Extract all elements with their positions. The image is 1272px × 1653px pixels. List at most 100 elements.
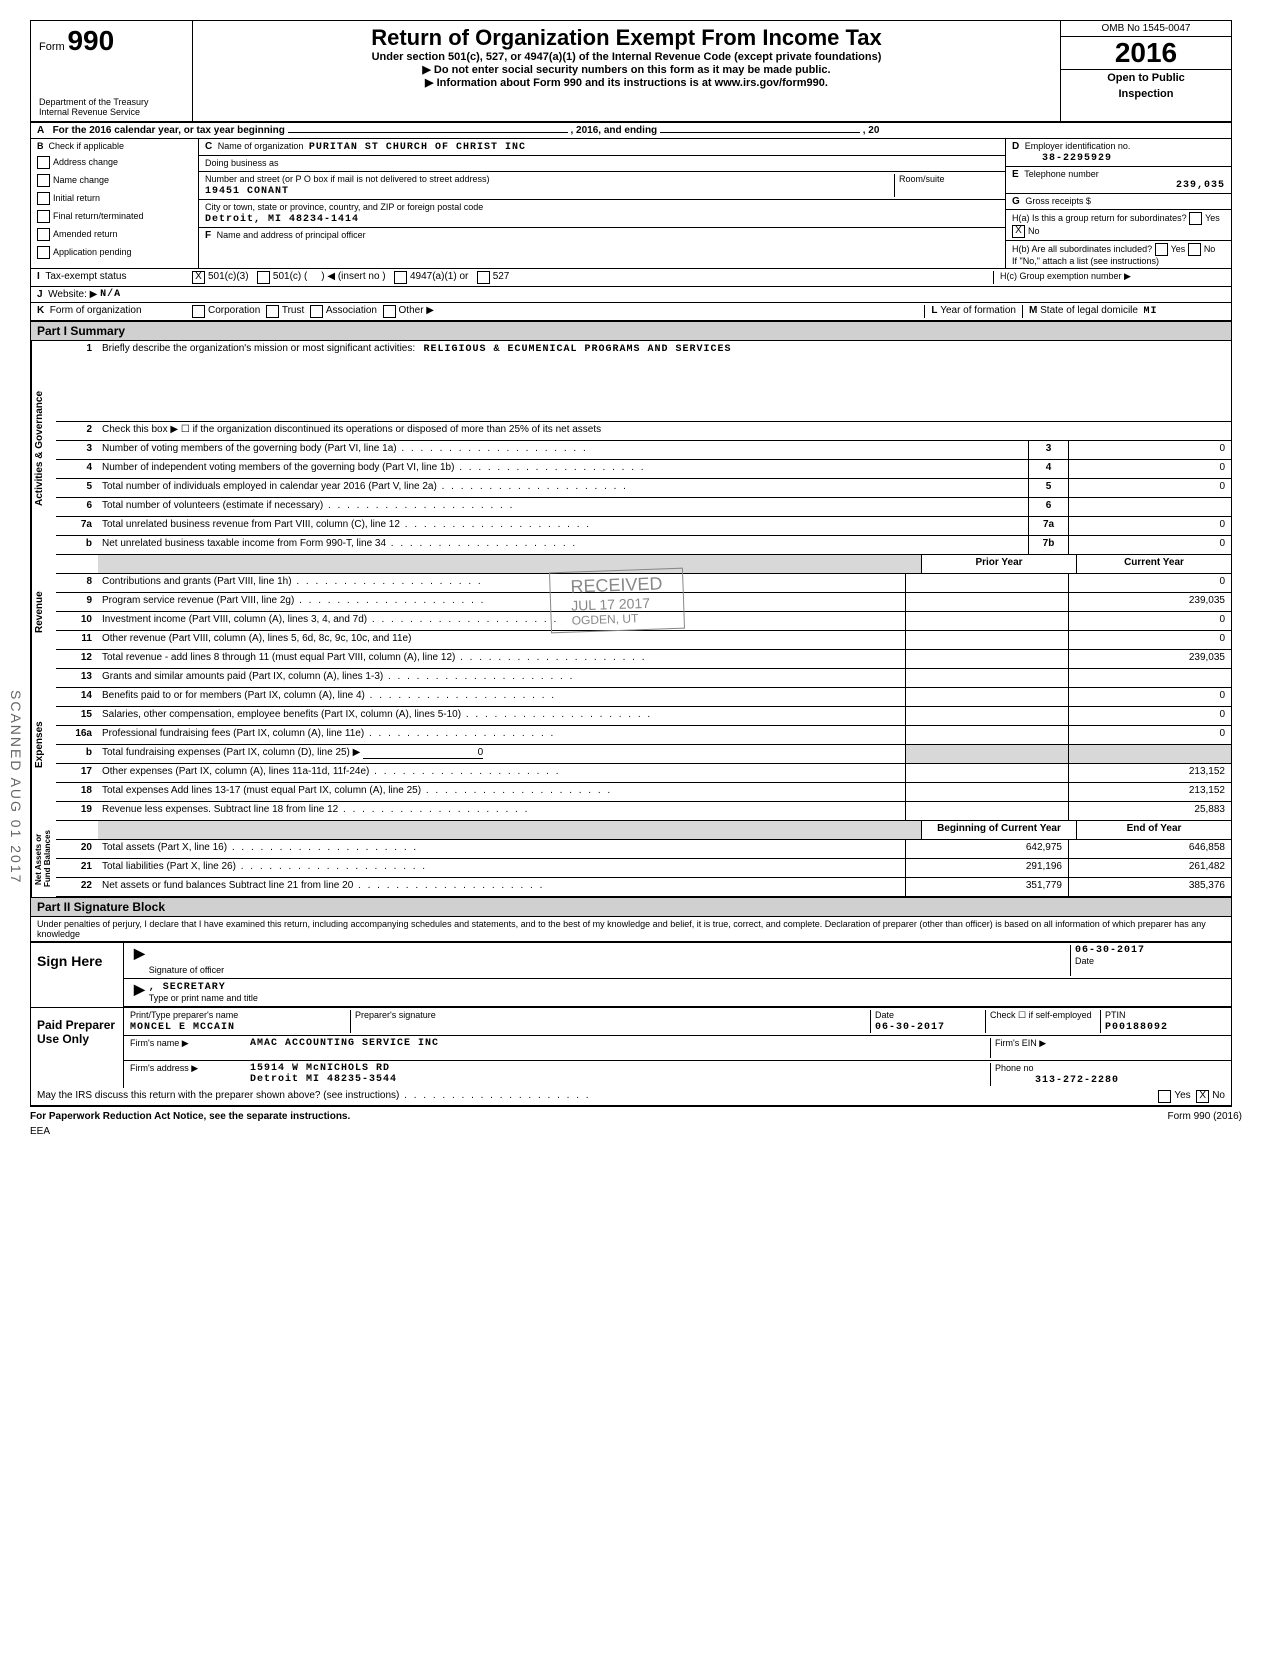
current-year-header: Current Year [1076, 555, 1231, 573]
line-7a-val: 0 [1068, 517, 1231, 535]
line-8-num: 8 [56, 574, 98, 592]
prep-name: MONCEL E MCCAIN [130, 1022, 235, 1033]
line-22-desc: Net assets or fund balances Subtract lin… [98, 878, 905, 896]
checkbox-trust[interactable] [266, 305, 279, 318]
checkbox-app-pending[interactable] [37, 246, 50, 259]
line-2-num: 2 [56, 422, 98, 440]
section-k-row: K Form of organization Corporation Trust… [31, 303, 1231, 321]
checkbox-501c3[interactable]: X [192, 271, 205, 284]
opt-4947: 4947(a)(1) or [410, 271, 468, 284]
checkbox-amended[interactable] [37, 228, 50, 241]
line-16a-cur: 0 [1068, 726, 1231, 744]
line-11-cur: 0 [1068, 631, 1231, 649]
title-box: Return of Organization Exempt From Incom… [193, 21, 1060, 121]
section-c-column: C Name of organization PURITAN ST CHURCH… [199, 139, 1005, 268]
checkbox-addr-change[interactable] [37, 156, 50, 169]
line-18-desc: Total expenses Add lines 13-17 (must equ… [98, 783, 905, 801]
arrow-icon: ▶ [130, 945, 149, 976]
line-20-num: 20 [56, 840, 98, 858]
org-name-label: Name of organization [218, 141, 304, 151]
city-label: City or town, state or province, country… [205, 202, 483, 212]
line-11-desc: Other revenue (Part VIII, column (A), li… [98, 631, 905, 649]
checkbox-other[interactable] [383, 305, 396, 318]
checkbox-ha-yes[interactable] [1189, 212, 1202, 225]
tax-year: 2016 [1061, 37, 1231, 70]
line-12-cur: 239,035 [1068, 650, 1231, 668]
firm-ein-label: Firm's EIN ▶ [990, 1038, 1225, 1058]
checkbox-assoc[interactable] [310, 305, 323, 318]
hb-label: H(b) Are all subordinates included? [1012, 244, 1152, 254]
line-18-num: 18 [56, 783, 98, 801]
vert-net-assets: Net Assets orFund Balances [31, 821, 56, 897]
firm-phone: 313-272-2280 [995, 1075, 1119, 1086]
line-19-num: 19 [56, 802, 98, 820]
line-15-desc: Salaries, other compensation, employee b… [98, 707, 905, 725]
checkbox-4947[interactable] [394, 271, 407, 284]
checkbox-ha-no[interactable]: X [1012, 225, 1025, 238]
line-22-prior: 351,779 [905, 878, 1068, 896]
addr-change-label: Address change [53, 157, 118, 167]
check-if-applicable: Check if applicable [49, 141, 125, 151]
section-c-label: C [205, 141, 212, 152]
received-stamp: RECEIVED JUL 17 2017 OGDEN, UT [549, 568, 685, 634]
open-public-2: Inspection [1061, 86, 1231, 102]
line-16b-desc: Total fundraising expenses (Part IX, col… [102, 747, 360, 758]
checkbox-discuss-no[interactable]: X [1196, 1090, 1209, 1103]
line-3-ref: 3 [1028, 441, 1068, 459]
checkbox-hb-yes[interactable] [1155, 243, 1168, 256]
line-5-ref: 5 [1028, 479, 1068, 497]
line-3-val: 0 [1068, 441, 1231, 459]
sig-date-value: 06-30-2017 [1075, 945, 1225, 956]
line-10-num: 10 [56, 612, 98, 630]
checkbox-final[interactable] [37, 210, 50, 223]
line-5-desc: Total number of individuals employed in … [98, 479, 1028, 497]
line-16a-desc: Professional fundraising fees (Part IX, … [98, 726, 905, 744]
line-6-desc: Total number of volunteers (estimate if … [98, 498, 1028, 516]
checkbox-hb-no[interactable] [1188, 243, 1201, 256]
year-formation-label: Year of formation [940, 305, 1016, 316]
opt-501c: 501(c) ( [273, 271, 307, 284]
name-change-label: Name change [53, 175, 109, 185]
section-i-label: I [37, 271, 40, 282]
street-address: 19451 CONANT [205, 186, 289, 197]
trust-label: Trust [282, 305, 304, 318]
section-f-label: F [205, 230, 211, 241]
line-20-desc: Total assets (Part X, line 16) [98, 840, 905, 858]
end-year-header: End of Year [1076, 821, 1231, 839]
line-7b-desc: Net unrelated business taxable income fr… [98, 536, 1028, 554]
line-12-num: 12 [56, 650, 98, 668]
line-13-desc: Grants and similar amounts paid (Part IX… [98, 669, 905, 687]
checkbox-501c[interactable] [257, 271, 270, 284]
section-a: A For the 2016 calendar year, or tax yea… [31, 123, 1231, 139]
checkbox-name-change[interactable] [37, 174, 50, 187]
other-label: Other ▶ [399, 305, 434, 318]
discuss-row: May the IRS discuss this return with the… [31, 1088, 1231, 1106]
phone-value: 239,035 [1012, 180, 1225, 191]
checkbox-527[interactable] [477, 271, 490, 284]
line-15-cur: 0 [1068, 707, 1231, 725]
line-10-prior [905, 612, 1068, 630]
paid-preparer-label: Paid Preparer Use Only [31, 1008, 124, 1088]
open-public-1: Open to Public [1061, 70, 1231, 86]
part-2-header: Part II Signature Block [31, 897, 1231, 917]
line-9-num: 9 [56, 593, 98, 611]
line-9-desc: Program service revenue (Part VIII, line… [98, 593, 905, 611]
line-19-cur: 25,883 [1068, 802, 1231, 820]
line-8-cur: 0 [1068, 574, 1231, 592]
opt-527: 527 [493, 271, 510, 284]
checkbox-discuss-yes[interactable] [1158, 1090, 1171, 1103]
section-a-mid: , 2016, and ending [570, 125, 657, 136]
checkbox-corp[interactable] [192, 305, 205, 318]
line-4-val: 0 [1068, 460, 1231, 478]
type-name-label: Type or print name and title [149, 993, 258, 1003]
dba-label: Doing business as [205, 158, 279, 168]
checkbox-initial[interactable] [37, 192, 50, 205]
subtitle-3: ▶ Information about Form 990 and its ins… [197, 76, 1056, 89]
org-info-block: B Check if applicable Address change Nam… [31, 139, 1231, 269]
vert-expenses: Expenses [31, 669, 56, 821]
section-i-row: I Tax-exempt status X501(c)(3) 501(c) ( … [31, 269, 1231, 287]
line-20-prior: 642,975 [905, 840, 1068, 858]
line-6-val [1068, 498, 1231, 516]
line-5-val: 0 [1068, 479, 1231, 497]
phone-label: Telephone number [1024, 169, 1099, 179]
